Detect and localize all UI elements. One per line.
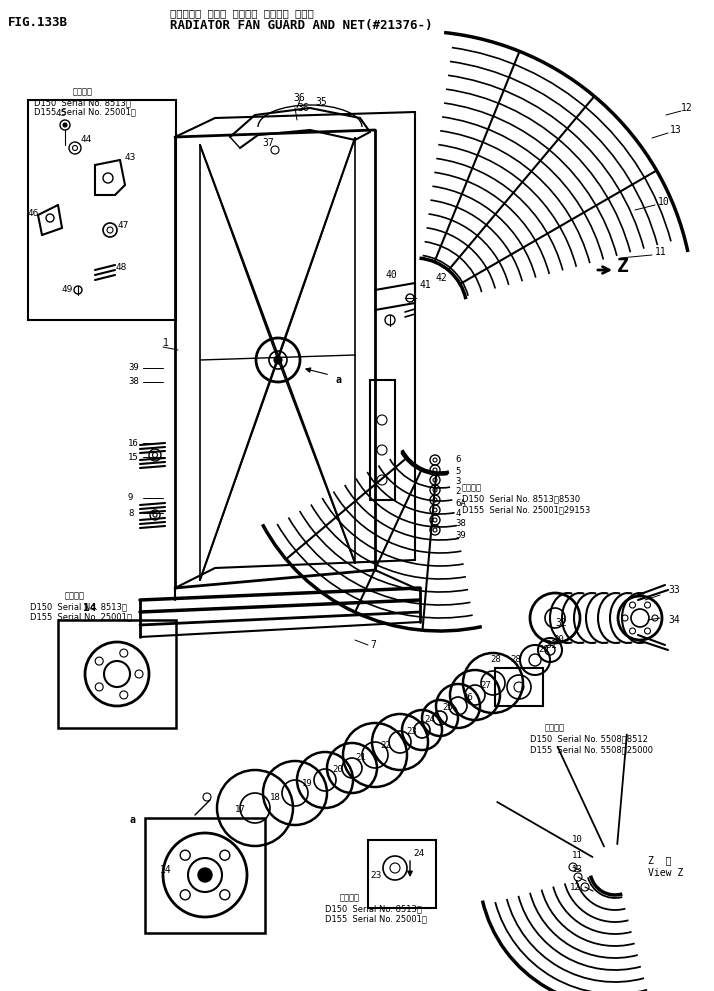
Text: 適用号機: 適用号機 <box>340 894 360 903</box>
Text: 12: 12 <box>570 884 580 893</box>
Text: 30: 30 <box>553 635 564 644</box>
Text: 17: 17 <box>235 806 246 815</box>
Text: D150  Serial No. 5508～8512: D150 Serial No. 5508～8512 <box>530 734 648 743</box>
Text: 10: 10 <box>658 197 670 207</box>
Bar <box>28 100 176 320</box>
Text: 11: 11 <box>572 850 583 859</box>
Text: 適用号機: 適用号機 <box>545 723 565 732</box>
Text: 36: 36 <box>297 103 308 113</box>
Text: 8: 8 <box>128 508 134 517</box>
Text: 9: 9 <box>128 494 134 502</box>
Text: 26: 26 <box>462 693 473 702</box>
Text: 34: 34 <box>668 615 680 625</box>
Text: 24: 24 <box>413 848 424 857</box>
Text: 15: 15 <box>128 453 139 462</box>
Text: 38: 38 <box>128 378 139 386</box>
Text: 適用号機: 適用号機 <box>73 87 93 96</box>
Text: 11: 11 <box>655 247 667 257</box>
Text: 22: 22 <box>380 740 391 749</box>
Text: 4: 4 <box>455 508 461 517</box>
Text: 31: 31 <box>545 640 557 650</box>
Text: 45: 45 <box>56 109 67 119</box>
Bar <box>368 840 436 908</box>
Text: 23: 23 <box>406 727 417 736</box>
Text: 44: 44 <box>81 136 92 145</box>
Text: 43: 43 <box>125 153 136 162</box>
Text: 42: 42 <box>435 273 447 283</box>
Text: 適用号機: 適用号機 <box>65 592 85 601</box>
Circle shape <box>274 356 282 364</box>
Text: 32: 32 <box>555 618 567 628</box>
Text: 48: 48 <box>116 264 127 273</box>
Text: 39: 39 <box>455 530 466 539</box>
Text: 13: 13 <box>670 125 682 135</box>
Text: 29: 29 <box>538 645 549 654</box>
Text: 20: 20 <box>332 765 343 775</box>
Text: 19: 19 <box>302 780 313 789</box>
Text: 23: 23 <box>370 871 381 880</box>
Text: 36: 36 <box>293 93 305 103</box>
Text: D155  Serial No. 25001～29153: D155 Serial No. 25001～29153 <box>462 505 590 514</box>
Bar <box>58 620 176 728</box>
Text: 39: 39 <box>128 364 139 373</box>
Text: 49: 49 <box>62 285 74 294</box>
Circle shape <box>198 868 212 882</box>
Text: D150  Serial No. 8513～: D150 Serial No. 8513～ <box>30 603 127 611</box>
Text: 38: 38 <box>455 518 466 527</box>
Text: View Z: View Z <box>648 868 683 878</box>
Bar <box>145 818 265 933</box>
Text: 13: 13 <box>572 865 583 874</box>
Text: 28: 28 <box>510 655 521 665</box>
Text: 33: 33 <box>668 585 680 595</box>
Text: FIG.133B: FIG.133B <box>8 16 68 29</box>
Text: 3: 3 <box>455 478 461 487</box>
Text: a: a <box>335 375 341 385</box>
Text: Z  視: Z 視 <box>648 855 671 865</box>
Text: D150  Serial No. 8513～8530: D150 Serial No. 8513～8530 <box>462 495 580 503</box>
Text: Z: Z <box>617 258 629 276</box>
Text: 6: 6 <box>455 456 461 465</box>
Text: D155  Serial No. 5508～25000: D155 Serial No. 5508～25000 <box>530 745 653 754</box>
Text: D155  Serial No. 25001～: D155 Serial No. 25001～ <box>34 107 136 117</box>
Text: 18: 18 <box>270 793 281 802</box>
Bar <box>495 668 543 706</box>
Text: 14: 14 <box>160 865 172 875</box>
Text: 適用号機: 適用号機 <box>462 484 482 493</box>
Text: RADIATOR FAN GUARD AND NET(#21376-): RADIATOR FAN GUARD AND NET(#21376-) <box>170 20 433 33</box>
Text: 5: 5 <box>455 468 461 477</box>
Text: D150  Serial No. 8513～: D150 Serial No. 8513～ <box>34 98 131 107</box>
Text: 10: 10 <box>572 835 583 844</box>
Text: D155  Serial No. 25001～: D155 Serial No. 25001～ <box>30 612 132 621</box>
Text: 16: 16 <box>128 438 139 448</box>
Text: 6A: 6A <box>455 498 466 507</box>
Text: 27: 27 <box>480 681 491 690</box>
Text: 47: 47 <box>118 221 129 230</box>
Text: 25: 25 <box>442 704 453 713</box>
Text: 12: 12 <box>681 103 693 113</box>
Text: 7: 7 <box>370 640 376 650</box>
Text: 2: 2 <box>455 488 461 496</box>
Text: 28: 28 <box>490 655 501 665</box>
Text: 41: 41 <box>420 280 432 290</box>
Text: 21: 21 <box>355 753 366 762</box>
Text: 35: 35 <box>315 97 327 107</box>
Bar <box>370 380 395 500</box>
Text: 37: 37 <box>262 138 273 148</box>
Circle shape <box>63 123 67 127</box>
Text: D150  Serial No. 8513～: D150 Serial No. 8513～ <box>325 905 422 914</box>
Text: 46: 46 <box>28 208 39 217</box>
Text: 14: 14 <box>83 603 96 613</box>
Text: 40: 40 <box>385 270 397 280</box>
Text: D155  Serial No. 25001～: D155 Serial No. 25001～ <box>325 915 427 924</box>
Text: 1: 1 <box>163 338 169 348</box>
Text: a: a <box>130 815 136 825</box>
Text: ラジエータ ファン ガード゚ および゚ ネット: ラジエータ ファン ガード゚ および゚ ネット <box>170 8 313 18</box>
Text: 24: 24 <box>424 716 435 724</box>
